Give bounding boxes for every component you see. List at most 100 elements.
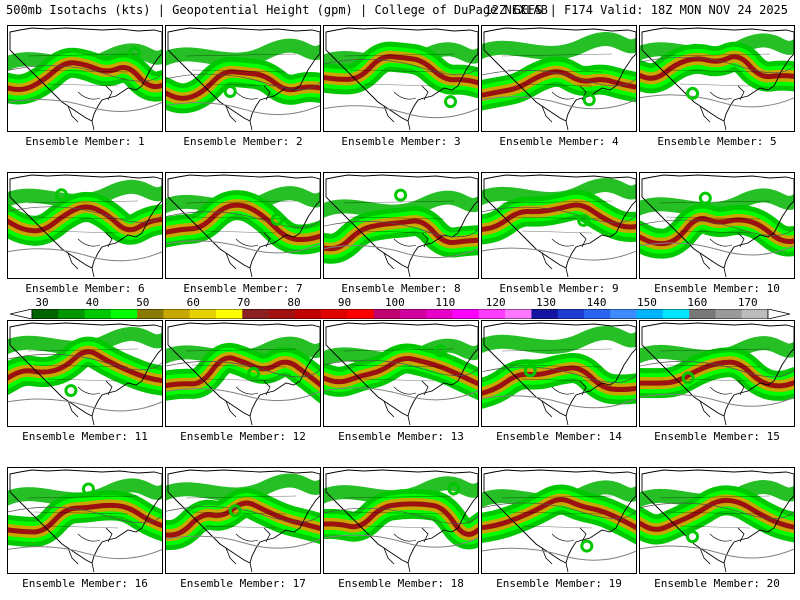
jet-stream-map	[482, 321, 636, 426]
ensemble-member-map	[165, 172, 321, 279]
jet-stream-map	[324, 26, 478, 131]
colorbar-swatch	[268, 309, 296, 319]
colorbar-swatch	[163, 309, 191, 319]
jet-stream-map	[324, 173, 478, 278]
colorbar-swatch	[478, 309, 506, 319]
colorbar-tick-label: 80	[287, 296, 301, 309]
ensemble-member-label: Ensemble Member: 7	[183, 282, 303, 295]
ensemble-member-map	[7, 172, 163, 279]
ensemble-member-label: Ensemble Member: 11	[22, 430, 148, 443]
jet-stream-map	[640, 321, 794, 426]
colorbar-swatch	[110, 309, 138, 319]
ensemble-member-map	[7, 25, 163, 132]
ensemble-member-map	[639, 25, 795, 132]
ensemble-member-label: Ensemble Member: 8	[341, 282, 461, 295]
colorbar-swatch	[373, 309, 401, 319]
jet-stream-map	[8, 173, 162, 278]
ensemble-member-map	[323, 25, 479, 132]
colorbar-swatch	[531, 309, 559, 319]
colorbar-tick-label: 70	[237, 296, 251, 309]
jet-stream-map	[482, 468, 636, 573]
jet-stream-map	[8, 468, 162, 573]
ensemble-member-map	[639, 467, 795, 574]
colorbar-tick-label: 130	[536, 296, 557, 309]
ensemble-member-map	[639, 172, 795, 279]
ensemble-member-label: Ensemble Member: 18	[338, 577, 464, 590]
colorbar-tick-label: 170	[737, 296, 758, 309]
ensemble-member-label: Ensemble Member: 14	[496, 430, 622, 443]
colorbar-high-arrow	[767, 309, 790, 319]
colorbar-swatch	[347, 309, 375, 319]
jet-stream-map	[482, 173, 636, 278]
ensemble-member-label: Ensemble Member: 17	[180, 577, 306, 590]
colorbar-tick-label: 150	[636, 296, 657, 309]
colorbar-tick-label: 60	[186, 296, 200, 309]
jet-stream-map	[8, 321, 162, 426]
ensemble-member-map	[323, 172, 479, 279]
jet-stream-map	[640, 173, 794, 278]
colorbar-swatch	[505, 309, 532, 319]
colorbar-swatch	[610, 309, 637, 319]
ensemble-member-map	[481, 467, 637, 574]
colorbar-tick-label: 40	[85, 296, 100, 309]
ensemble-member-map	[481, 320, 637, 427]
ensemble-member-label: Ensemble Member: 6	[25, 282, 145, 295]
ensemble-member-label: Ensemble Member: 15	[654, 430, 780, 443]
jet-stream-map	[640, 468, 794, 573]
colorbar-swatch	[452, 309, 480, 319]
colorbar-tick-label: 30	[35, 296, 49, 309]
jet-stream-map	[166, 468, 320, 573]
ensemble-member-label: Ensemble Member: 16	[22, 577, 148, 590]
ensemble-member-map	[7, 320, 163, 427]
colorbar-swatch	[216, 309, 243, 319]
jet-stream-map	[482, 26, 636, 131]
colorbar-swatch	[426, 309, 453, 319]
colorbar-swatch	[84, 309, 112, 319]
colorbar-tick-label: 160	[687, 296, 708, 309]
ensemble-member-label: Ensemble Member: 1	[25, 135, 145, 148]
colorbar-tick-label: 100	[384, 296, 405, 309]
ensemble-member-map	[165, 320, 321, 427]
model-valid-time: 12Z GEFS | F174 Valid: 18Z MON NOV 24 20…	[484, 3, 788, 17]
jet-stream-map	[640, 26, 794, 131]
ensemble-member-map	[323, 467, 479, 574]
colorbar-swatch	[242, 309, 269, 319]
colorbar-swatch	[584, 309, 611, 319]
ensemble-member-map	[639, 320, 795, 427]
ensemble-member-map	[7, 467, 163, 574]
colorbar-swatch	[137, 309, 164, 319]
colorbar-swatch	[32, 309, 59, 319]
colorbar-swatch	[715, 309, 743, 319]
ensemble-member-map	[481, 25, 637, 132]
colorbar-swatch	[662, 309, 690, 319]
header: 500mb Isotachs (kts) | Geopotential Heig…	[0, 0, 800, 22]
colorbar-tick-label: 110	[435, 296, 456, 309]
colorbar-swatch	[400, 309, 427, 319]
jet-stream-map	[166, 321, 320, 426]
map-title: 500mb Isotachs (kts) | Geopotential Heig…	[6, 3, 548, 17]
ensemble-member-map	[323, 320, 479, 427]
colorbar-swatch	[741, 309, 769, 319]
ensemble-member-label: Ensemble Member: 10	[654, 282, 780, 295]
colorbar-tick-label: 140	[586, 296, 607, 309]
jet-stream-map	[324, 321, 478, 426]
ensemble-member-label: Ensemble Member: 2	[183, 135, 303, 148]
ensemble-member-label: Ensemble Member: 9	[499, 282, 619, 295]
colorbar-swatch	[321, 309, 348, 319]
colorbar-swatch	[557, 309, 585, 319]
jet-stream-map	[324, 468, 478, 573]
ensemble-member-label: Ensemble Member: 3	[341, 135, 461, 148]
colorbar-tick-label: 90	[337, 296, 352, 309]
ensemble-member-label: Ensemble Member: 12	[180, 430, 306, 443]
colorbar-swatch	[58, 309, 85, 319]
colorbar-swatch	[636, 309, 664, 319]
colorbar-labels: 30 40 50 60 70 80 90 100 110 120 130 140 150 160 170	[0, 296, 800, 310]
isotach-colorbar	[10, 309, 790, 319]
ensemble-member-label: Ensemble Member: 19	[496, 577, 622, 590]
jet-stream-map	[166, 173, 320, 278]
ensemble-member-label: Ensemble Member: 5	[657, 135, 777, 148]
ensemble-member-label: Ensemble Member: 4	[499, 135, 619, 148]
ensemble-member-map	[165, 467, 321, 574]
colorbar-tick-label: 50	[136, 296, 150, 309]
colorbar-swatch	[189, 309, 217, 319]
